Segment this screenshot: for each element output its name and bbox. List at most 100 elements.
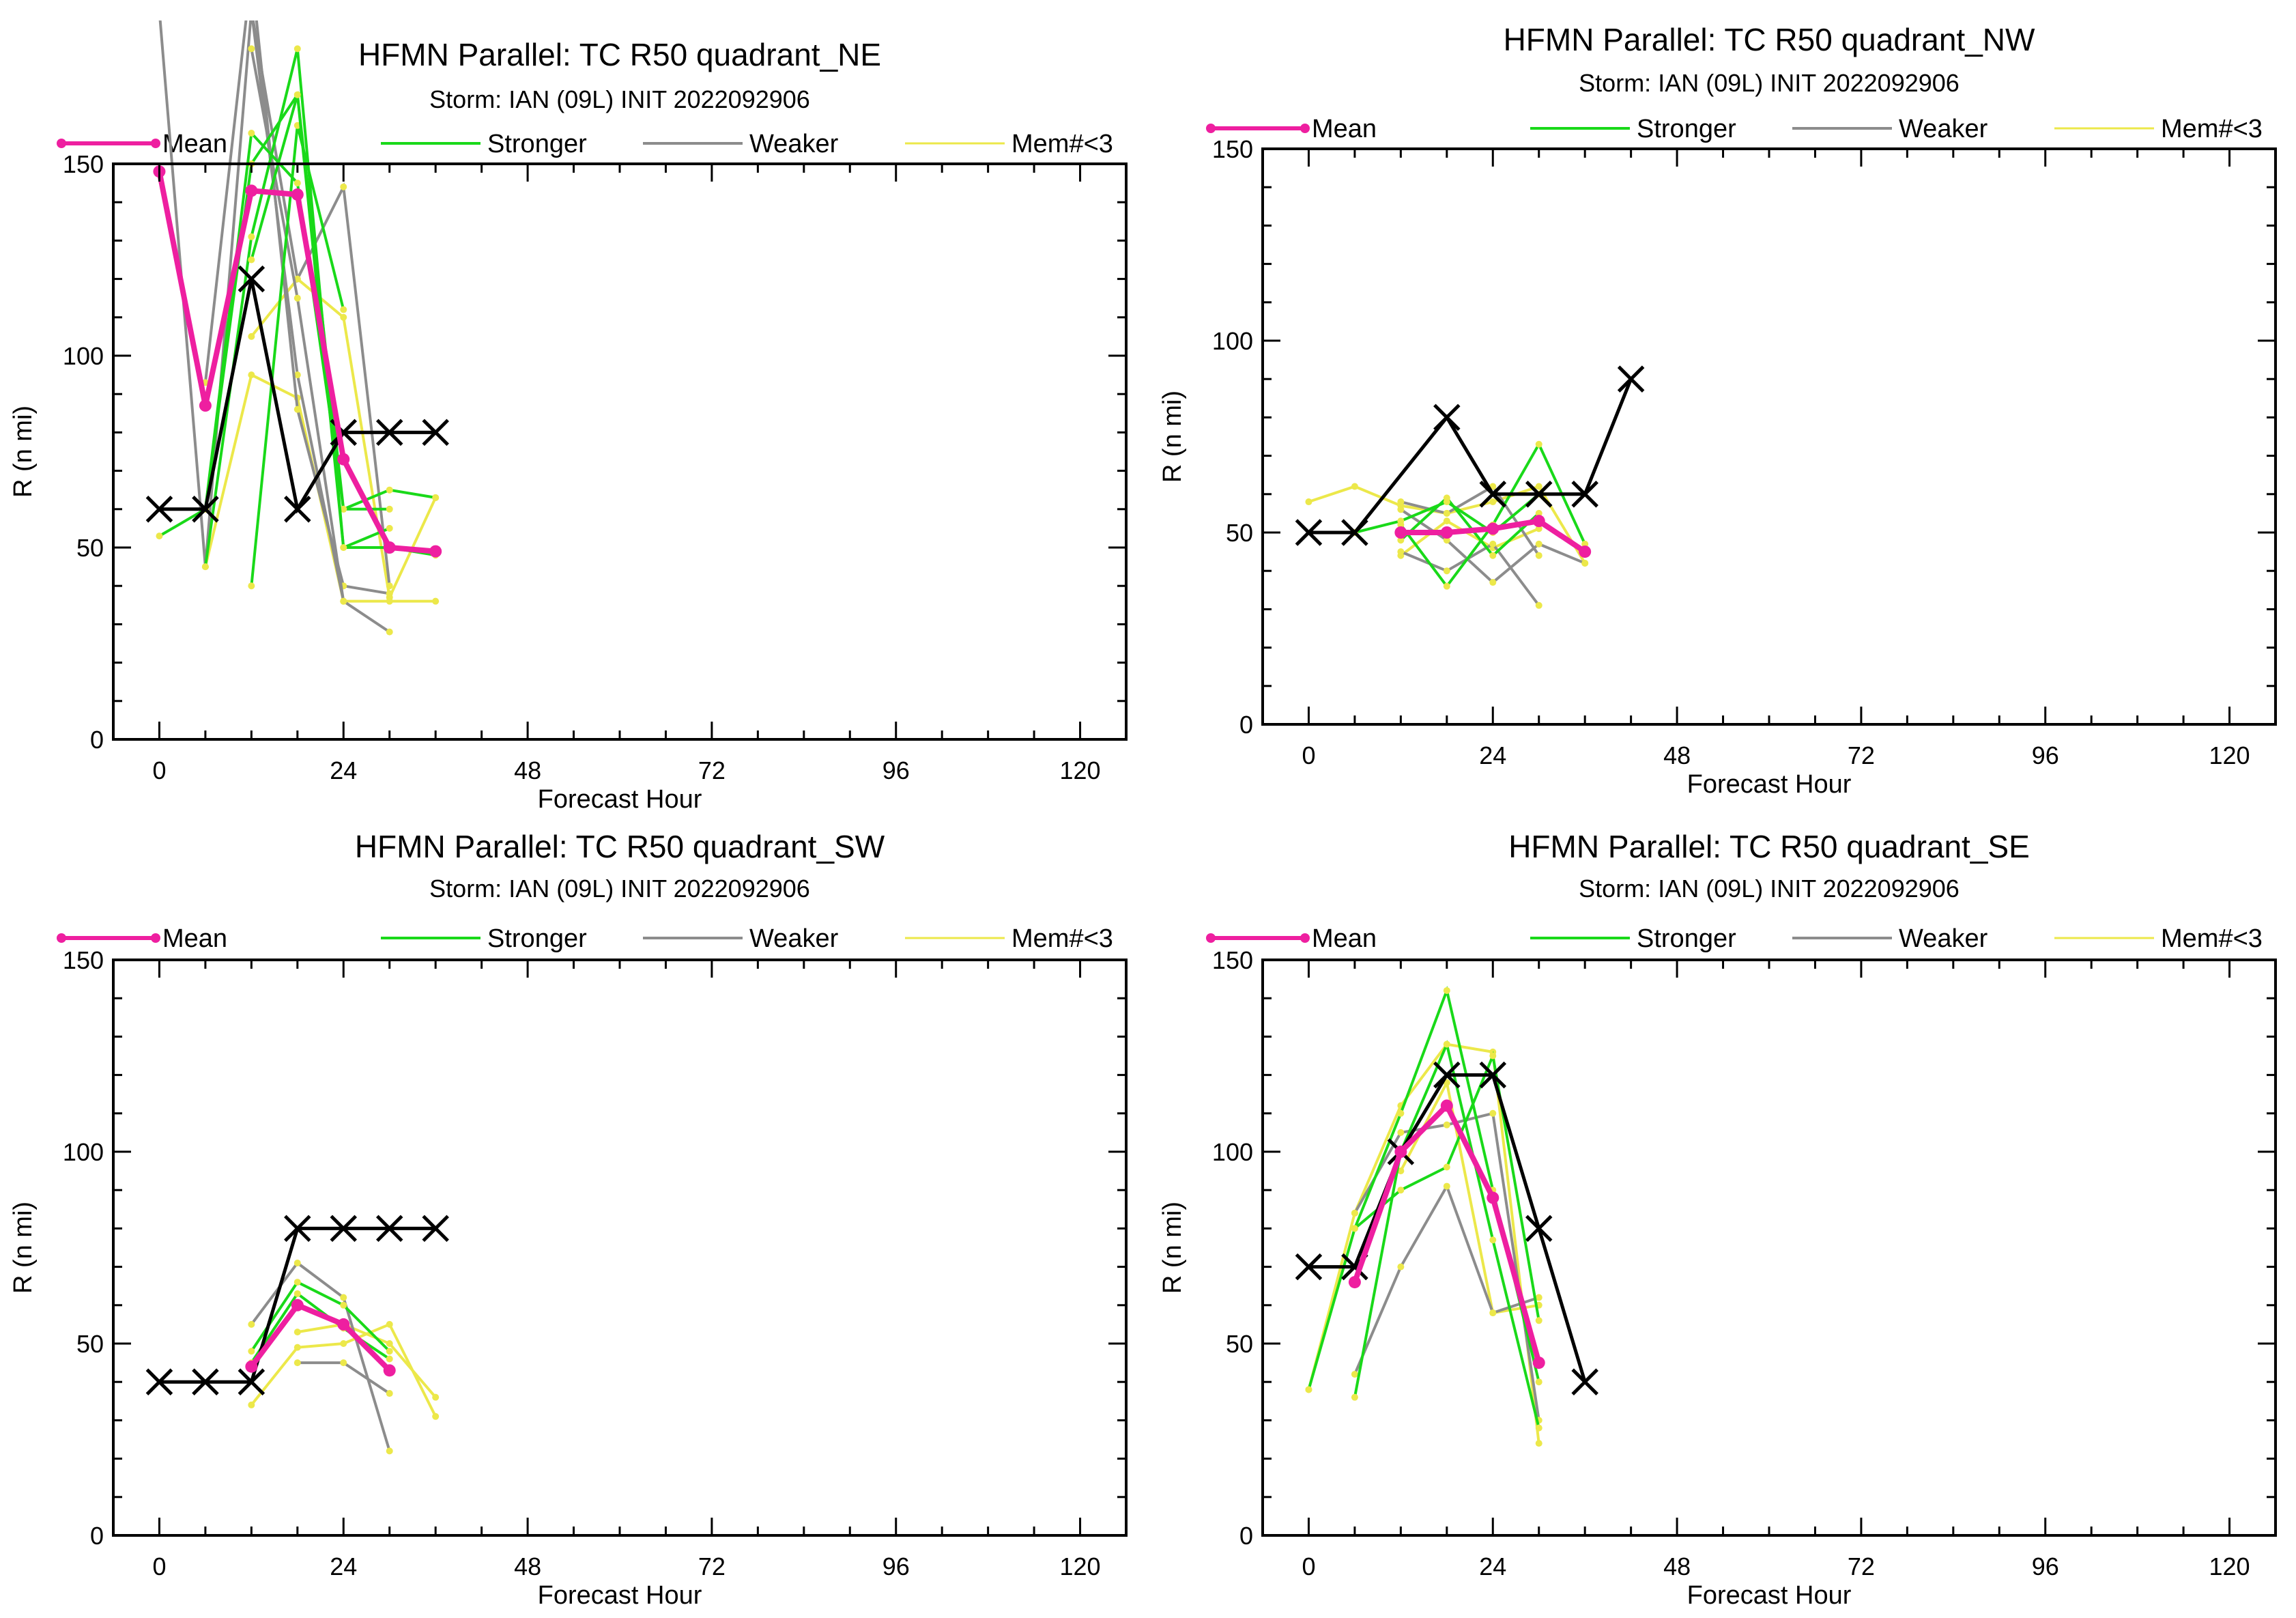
point-stronger — [386, 524, 393, 532]
point-mean — [1532, 515, 1545, 528]
y-axis-label: R (n mi) — [9, 1202, 38, 1294]
legend-item: Weaker — [1792, 115, 1988, 143]
point-stronger — [1489, 552, 1497, 559]
legend-item: Mem#<3 — [2054, 924, 2263, 953]
point-stronger — [1351, 1393, 1358, 1401]
point-weaker — [340, 183, 347, 190]
y-tick-label: 0 — [1239, 1522, 1253, 1550]
point-weaker — [293, 294, 301, 302]
point-weaker — [1397, 548, 1405, 556]
point-mean — [383, 541, 396, 554]
point-stronger — [386, 486, 393, 494]
point-weaker — [386, 582, 393, 590]
series-weaker — [158, 20, 390, 634]
chart-subtitle: Storm: IAN (09L) INIT 2022092906 — [429, 875, 810, 903]
point-few-members — [432, 1393, 440, 1401]
point-mean — [199, 399, 212, 412]
point-mean — [1440, 526, 1453, 539]
marker-observed — [1341, 519, 1368, 546]
point-weaker — [386, 590, 393, 597]
x-tick-label: 72 — [698, 1552, 726, 1580]
legend-label: Mean — [162, 130, 227, 158]
marker-observed — [1571, 1368, 1598, 1395]
series-stronger — [158, 91, 436, 537]
marker-observed — [1295, 1253, 1323, 1281]
legend-label: Mem#<3 — [1011, 130, 1113, 158]
point-weaker — [1489, 1109, 1497, 1117]
point-few-members — [1535, 525, 1542, 533]
marker-observed — [1479, 1061, 1507, 1089]
point-stronger — [1535, 1317, 1542, 1324]
point-stronger — [1397, 1109, 1405, 1117]
point-few-members — [1535, 1440, 1542, 1447]
x-tick-label: 120 — [2209, 741, 2250, 769]
marker-observed — [330, 1215, 358, 1243]
x-tick-label: 72 — [1848, 741, 1875, 769]
point-few-members — [340, 1340, 347, 1347]
marker-observed — [145, 496, 173, 523]
point-stronger — [1305, 1386, 1312, 1393]
point-few-members — [248, 1401, 255, 1408]
marker-observed — [422, 1215, 449, 1243]
x-tick-label: 72 — [698, 756, 726, 784]
plot-area — [1295, 986, 1598, 1447]
point-stronger — [1581, 540, 1589, 548]
point-mean — [1394, 526, 1407, 539]
point-mean — [245, 184, 258, 197]
x-tick-label: 96 — [882, 756, 910, 784]
x-axis-label: Forecast Hour — [538, 785, 702, 814]
point-stronger — [248, 256, 255, 264]
point-mean — [337, 1318, 350, 1331]
y-axis-label: R (n mi) — [1158, 1202, 1187, 1294]
x-tick-label: 0 — [1302, 741, 1315, 769]
point-stronger — [432, 494, 440, 501]
point-stronger — [1535, 1378, 1542, 1386]
x-tick-label: 24 — [1479, 741, 1506, 769]
point-few-members — [1397, 1167, 1405, 1175]
marker-observed — [1525, 1215, 1553, 1243]
point-few-members — [1489, 498, 1497, 506]
point-few-members — [386, 1340, 393, 1347]
point-stronger — [386, 1355, 393, 1363]
point-weaker — [248, 1320, 255, 1328]
x-axis-label: Forecast Hour — [1687, 1581, 1852, 1610]
point-weaker — [1535, 552, 1542, 559]
point-stronger — [1443, 1040, 1450, 1048]
point-stronger — [340, 505, 347, 513]
y-tick-label: 150 — [1212, 946, 1253, 974]
x-tick-label: 24 — [330, 756, 357, 784]
legend-item: Weaker — [643, 130, 839, 158]
point-stronger — [340, 1301, 347, 1309]
legend-item: Stronger — [381, 924, 587, 953]
y-tick-label: 50 — [76, 534, 104, 562]
point-weaker — [1535, 1294, 1542, 1301]
legend-marker — [151, 933, 160, 943]
point-few-members — [1351, 483, 1358, 490]
y-tick-label: 150 — [63, 150, 104, 178]
series-stronger — [250, 1280, 391, 1352]
point-weaker — [1581, 559, 1589, 567]
point-stronger — [1443, 498, 1450, 506]
point-mean — [1487, 522, 1499, 535]
point-stronger — [293, 45, 301, 53]
point-mean — [1440, 1099, 1453, 1112]
marker-observed — [375, 1215, 403, 1243]
point-mean — [1348, 1276, 1361, 1289]
chart-subtitle: Storm: IAN (09L) INIT 2022092906 — [1579, 69, 1960, 97]
point-stronger — [156, 533, 163, 540]
legend-marker — [1300, 124, 1310, 133]
point-weaker — [386, 1447, 393, 1455]
legend-label: Stronger — [1637, 115, 1736, 143]
series-observed — [1308, 378, 1633, 535]
legend-item: Stronger — [381, 130, 587, 158]
point-weaker — [340, 1359, 347, 1367]
point-stronger — [293, 91, 301, 98]
legend-item: Mean — [57, 130, 227, 158]
point-stronger — [1535, 440, 1542, 448]
point-stronger — [248, 233, 255, 240]
legend-label: Mean — [162, 924, 227, 953]
plot-area — [1295, 365, 1645, 609]
x-tick-label: 96 — [2032, 1552, 2059, 1580]
point-stronger — [1397, 537, 1405, 544]
point-weaker — [1397, 1129, 1405, 1136]
